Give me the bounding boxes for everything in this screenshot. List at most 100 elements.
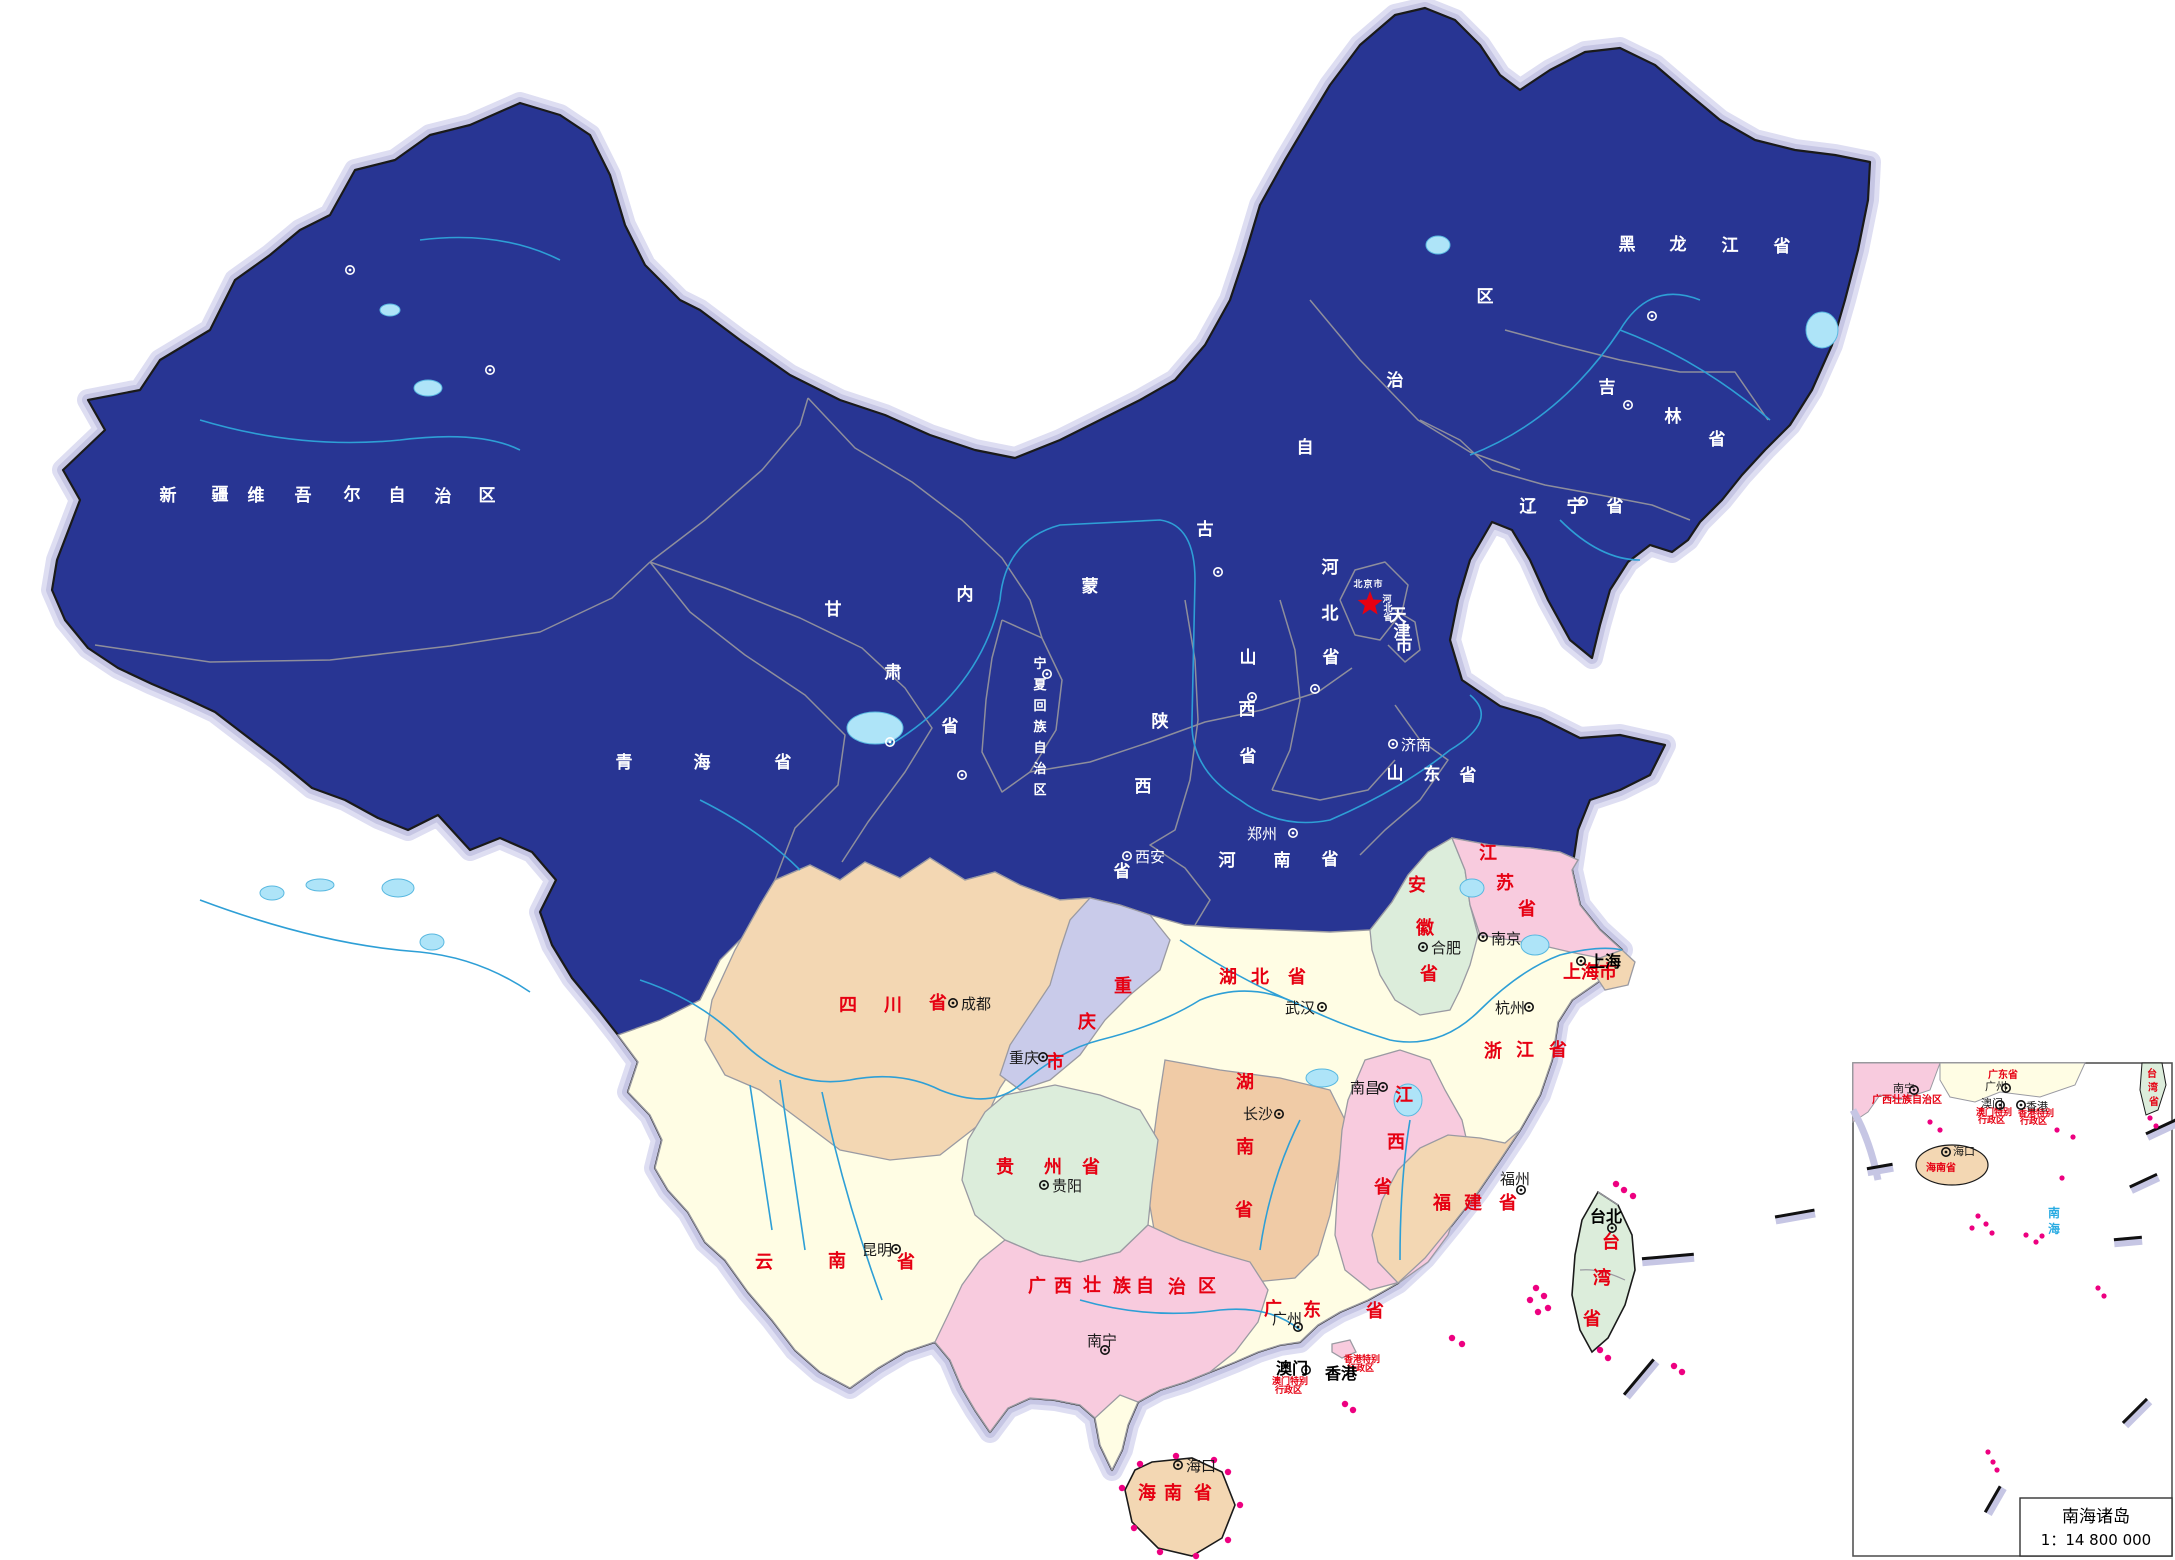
inset-sar-label: 行政区 — [2019, 1115, 2047, 1127]
inset-island-dot — [1927, 1119, 1933, 1125]
province-label-guangxi: 西 — [1054, 1276, 1072, 1297]
city-marker-dot — [488, 368, 492, 372]
province-label-shandong: 山 — [1387, 764, 1404, 784]
province-label-xizang: 自 — [309, 848, 326, 869]
nine-dash-segment — [2121, 1397, 2153, 1429]
island-dot — [1172, 1452, 1180, 1460]
province-label-xizang: 西 — [187, 847, 204, 867]
inset-scale: 1：14 800 000 — [2041, 1531, 2151, 1549]
interior-border — [1419, 419, 1493, 471]
interior-border — [1491, 469, 1691, 521]
province-label-jiangxi: 江 — [1395, 1085, 1413, 1106]
river — [1079, 1299, 1301, 1331]
city-marker-dot — [1481, 935, 1485, 939]
province-label-fujian: 省 — [1498, 1192, 1517, 1214]
island-dot — [1534, 1308, 1542, 1316]
interior-border — [1387, 609, 1421, 663]
province-borders — [94, 299, 1769, 926]
city-marker-dot — [1103, 1348, 1107, 1352]
city-label-台北: 台北 — [1590, 1207, 1622, 1226]
province-label-xizang: 治 — [374, 849, 391, 870]
city-marker — [484, 364, 495, 375]
island-dot — [1540, 1292, 1548, 1300]
beijing-capital-star — [1357, 591, 1383, 615]
river — [1559, 519, 1641, 561]
river — [1179, 939, 1301, 1006]
province-label-guangdong: 广 — [1264, 1298, 1282, 1320]
inset-island-dot — [1985, 1449, 1991, 1455]
city-label-南京: 南京 — [1491, 930, 1521, 948]
province-label-zhejiang: 江 — [1516, 1040, 1534, 1061]
guangxi-region — [934, 1224, 1269, 1434]
inset-island-dot — [2153, 1123, 2159, 1129]
province-label-shaanxi: 西 — [1135, 777, 1152, 797]
dash-halo — [2121, 1397, 2153, 1429]
province-label-jiangxi: 省 — [1373, 1176, 1392, 1198]
dash-line — [2113, 1235, 2142, 1242]
province-label-tianjin: 津 — [1394, 621, 1411, 642]
city-marker — [1038, 1052, 1049, 1063]
inset-sar-label: 澳门特别 — [1976, 1106, 2012, 1118]
province-label-xinjiang: 维 — [248, 485, 265, 506]
city-marker — [1293, 1322, 1304, 1333]
lake — [381, 878, 415, 898]
interior-border — [981, 619, 1063, 793]
province-label-ningxia: 区 — [1033, 783, 1046, 798]
province-label-neimenggu: 治 — [1387, 370, 1404, 391]
province-label-guangxi: 壮 — [1083, 1274, 1101, 1296]
city-marker-dot — [1320, 1005, 1324, 1009]
city-marker-dot — [1391, 742, 1395, 746]
city-marker — [435, 983, 446, 994]
city-marker — [1122, 850, 1133, 861]
island-dot — [1532, 1284, 1540, 1292]
lake — [259, 885, 285, 901]
city-label-昆明: 昆明 — [862, 1241, 892, 1259]
province-label-anhui: 安 — [1408, 874, 1426, 896]
city-marker — [1378, 1082, 1389, 1093]
province-label-jiangsu: 省 — [1517, 898, 1536, 920]
dash-halo — [2145, 1118, 2175, 1141]
province-label-ningxia: 自 — [1033, 740, 1046, 756]
lake — [1459, 878, 1485, 898]
river — [749, 1084, 773, 1231]
province-label-shanghai: 海 — [1581, 961, 1599, 983]
nine-dash-segment — [1866, 1162, 1894, 1177]
province-label-hainan: 南 — [1164, 1482, 1182, 1504]
province-label-shanghai: 市 — [1599, 961, 1617, 983]
inset-label: 广西壮族自治区 — [1872, 1093, 1942, 1106]
islands-and-dashes — [1118, 1180, 1816, 1560]
province-label-ningxia: 族 — [1033, 719, 1047, 735]
city-label-贵阳: 贵阳 — [1052, 1177, 1082, 1195]
province-label-heilongjiang: 江 — [1722, 236, 1739, 256]
province-label-hebei-tiny: 北 — [1383, 602, 1392, 614]
city-label-合肥: 合肥 — [1431, 939, 1461, 957]
province-label-tianjin: 天 — [1390, 606, 1408, 626]
city-marker-dot — [1579, 959, 1583, 963]
province-label-henan: 河 — [1219, 851, 1236, 871]
province-label-shaanxi: 省 — [1113, 861, 1131, 882]
inset-frame[interactable] — [1852, 1062, 2173, 1557]
city-marker-dot — [951, 1001, 955, 1005]
inset-island-dot — [2054, 1127, 2060, 1133]
island-dot — [1192, 1552, 1200, 1560]
inset-sar-label: 香港特别 — [2017, 1107, 2054, 1119]
province-label-anhui: 徽 — [1415, 917, 1435, 939]
province-label-heilongjiang: 龙 — [1669, 234, 1687, 255]
inset-label: 湾 — [2148, 1081, 2158, 1094]
city-marker-dot — [1304, 1368, 1308, 1372]
province-label-heilongjiang: 黑 — [1619, 235, 1636, 255]
inset-island-dot — [2095, 1285, 2101, 1291]
province-label-guangxi: 广 — [1028, 1275, 1046, 1297]
province-label-qinghai: 省 — [774, 752, 792, 773]
city-marker — [1478, 931, 1489, 942]
city-marker-dot — [439, 987, 443, 991]
city-marker-dot — [1296, 1325, 1300, 1329]
city-marker — [1516, 1185, 1527, 1196]
island-dot — [1629, 1192, 1637, 1200]
inset-island-dot — [1989, 1230, 1995, 1236]
inset-island-dot — [2147, 1115, 2153, 1121]
city-marker — [1317, 1001, 1328, 1012]
province-label-hunan: 湖 — [1236, 1072, 1254, 1093]
island-dot — [1156, 1548, 1164, 1556]
